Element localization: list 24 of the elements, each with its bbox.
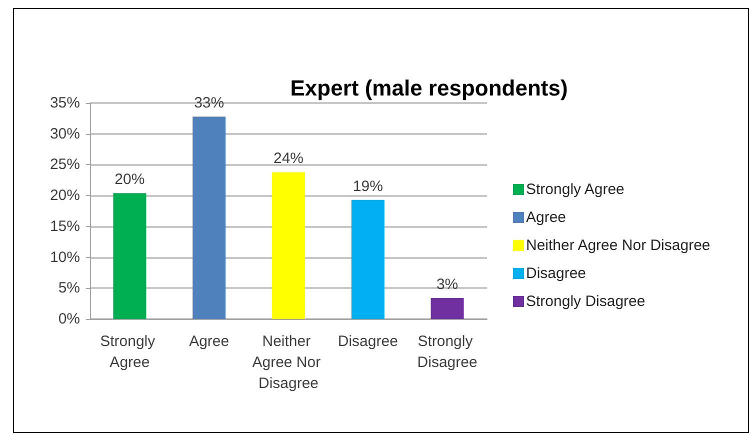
data-label: 20%: [114, 171, 145, 188]
data-label: 24%: [273, 150, 304, 168]
x-tick-label: Neither Agree Nor Disagree: [252, 333, 325, 392]
legend-label: Strongly Disagree: [526, 293, 646, 310]
y-tick-label: 10%: [50, 248, 80, 266]
legend-label: Disagree: [526, 265, 586, 282]
y-tick-label: 20%: [50, 187, 80, 204]
data-label: 19%: [352, 178, 383, 195]
x-tick-label: Disagree: [338, 333, 398, 350]
x-tick-label: Agree: [189, 333, 230, 350]
y-tick-label: 0%: [58, 310, 80, 328]
data-label: 33%: [194, 94, 224, 112]
x-tick-label: Strongly Disagree: [417, 333, 478, 371]
chart-title: Expert (male respondents): [290, 76, 568, 100]
y-tick-label: 30%: [50, 125, 80, 142]
y-tick-label: 15%: [50, 218, 80, 235]
data-label: 3%: [436, 276, 458, 294]
legend-label: Neither Agree Nor Disagree: [526, 237, 710, 254]
x-tick-label: Strongly Agree: [100, 333, 160, 371]
legend-label: Strongly Agree: [526, 181, 624, 198]
y-tick-label: 25%: [50, 156, 80, 174]
y-tick-label: 5%: [58, 280, 80, 297]
y-tick-label: 35%: [50, 94, 80, 112]
legend-label: Agree: [526, 209, 566, 226]
